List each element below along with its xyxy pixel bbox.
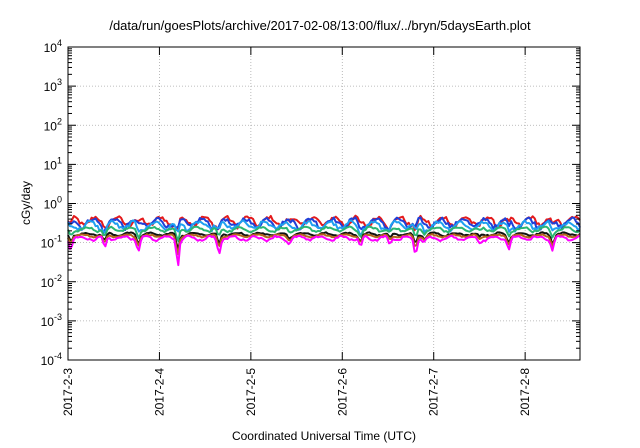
x-tick-label: 2017-2-8 <box>518 368 532 416</box>
y-tick-label: 10-2 <box>41 273 62 290</box>
y-tick-label-base: 10 <box>44 198 58 212</box>
x-tick-labels: 2017-2-3 2017-2-4 2017-2-5 2017-2-6 2017-2-7… <box>61 368 532 416</box>
y-tick-label: 10-3 <box>41 312 62 329</box>
grid <box>68 47 580 360</box>
y-tick-label: 102 <box>44 116 62 133</box>
y-tick-label-exponent: 0 <box>57 195 62 205</box>
series-line-green <box>67 225 581 243</box>
chart-title: /data/run/goesPlots/archive/2017-02-08/1… <box>109 18 531 33</box>
y-tick-label-exponent: 4 <box>57 38 62 48</box>
y-tick-label-base: 10 <box>44 119 58 133</box>
x-tick-label: 2017-2-7 <box>427 368 441 416</box>
x-tick-label: 2017-2-5 <box>244 368 258 416</box>
y-tick-label-exponent: -1 <box>54 234 62 244</box>
x-axis-label: Coordinated Universal Time (UTC) <box>232 429 416 443</box>
y-tick-label-exponent: -4 <box>54 351 62 361</box>
y-tick-label-exponent: 3 <box>57 77 62 87</box>
y-tick-label: 100 <box>44 195 62 212</box>
x-tick-label: 2017-2-6 <box>335 368 349 416</box>
y-tick-label: 10-4 <box>41 351 62 368</box>
x-tick-label: 2017-2-4 <box>152 368 166 416</box>
y-axis-label: cGy/day <box>19 181 33 225</box>
y-tick-label-base: 10 <box>44 158 58 172</box>
y-tick-label-exponent: -2 <box>54 273 62 283</box>
y-tick-label: 103 <box>44 77 62 94</box>
y-tick-label-base: 10 <box>44 80 58 94</box>
y-tick-label-base: 10 <box>41 354 55 368</box>
y-tick-label-base: 10 <box>41 237 55 251</box>
y-tick-label-exponent: -3 <box>54 312 62 322</box>
y-tick-label-base: 10 <box>44 41 58 55</box>
y-tick-label-base: 10 <box>41 276 55 290</box>
y-tick-label: 101 <box>44 155 62 172</box>
y-tick-label: 104 <box>44 38 62 55</box>
y-tick-label: 10-1 <box>41 234 62 251</box>
x-tick-label: 2017-2-3 <box>61 368 75 416</box>
y-tick-label-base: 10 <box>41 315 55 329</box>
y-tick-label-exponent: 2 <box>57 116 62 126</box>
series-line-magenta <box>67 234 581 267</box>
series-group <box>67 214 581 267</box>
ticks <box>67 46 580 361</box>
y-tick-label-exponent: 1 <box>57 155 62 165</box>
series-line-brown <box>67 233 581 256</box>
